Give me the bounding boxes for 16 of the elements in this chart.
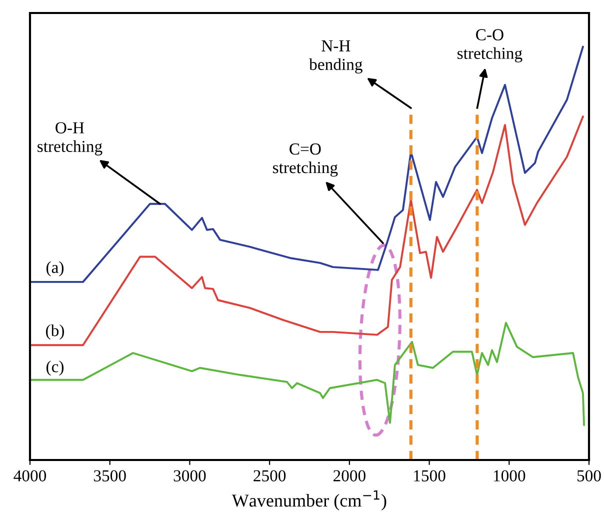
x-tick-label: 4000 bbox=[14, 470, 46, 482]
x-axis-title: Wavenumber (cm$^{−1}$) bbox=[232, 490, 386, 510]
x-tick-label: 3000 bbox=[174, 470, 206, 482]
series-label: (c) bbox=[46, 360, 64, 376]
x-tick-label: 1500 bbox=[414, 470, 446, 482]
x-tick-label: 2000 bbox=[333, 470, 366, 482]
annotation: N-H bending bbox=[309, 40, 362, 74]
x-tick-label: 500 bbox=[577, 470, 601, 482]
annotation: C-O stretching bbox=[458, 29, 522, 62]
x-tick-label: 3500 bbox=[94, 470, 126, 482]
annotation: O-H stretching bbox=[38, 122, 102, 156]
series-label: (b) bbox=[46, 324, 64, 340]
x-tick-label: 2500 bbox=[254, 470, 286, 482]
x-tick-label: 1000 bbox=[494, 470, 526, 482]
annotation: C=O stretching bbox=[273, 143, 338, 177]
series-label: (a) bbox=[46, 261, 64, 276]
